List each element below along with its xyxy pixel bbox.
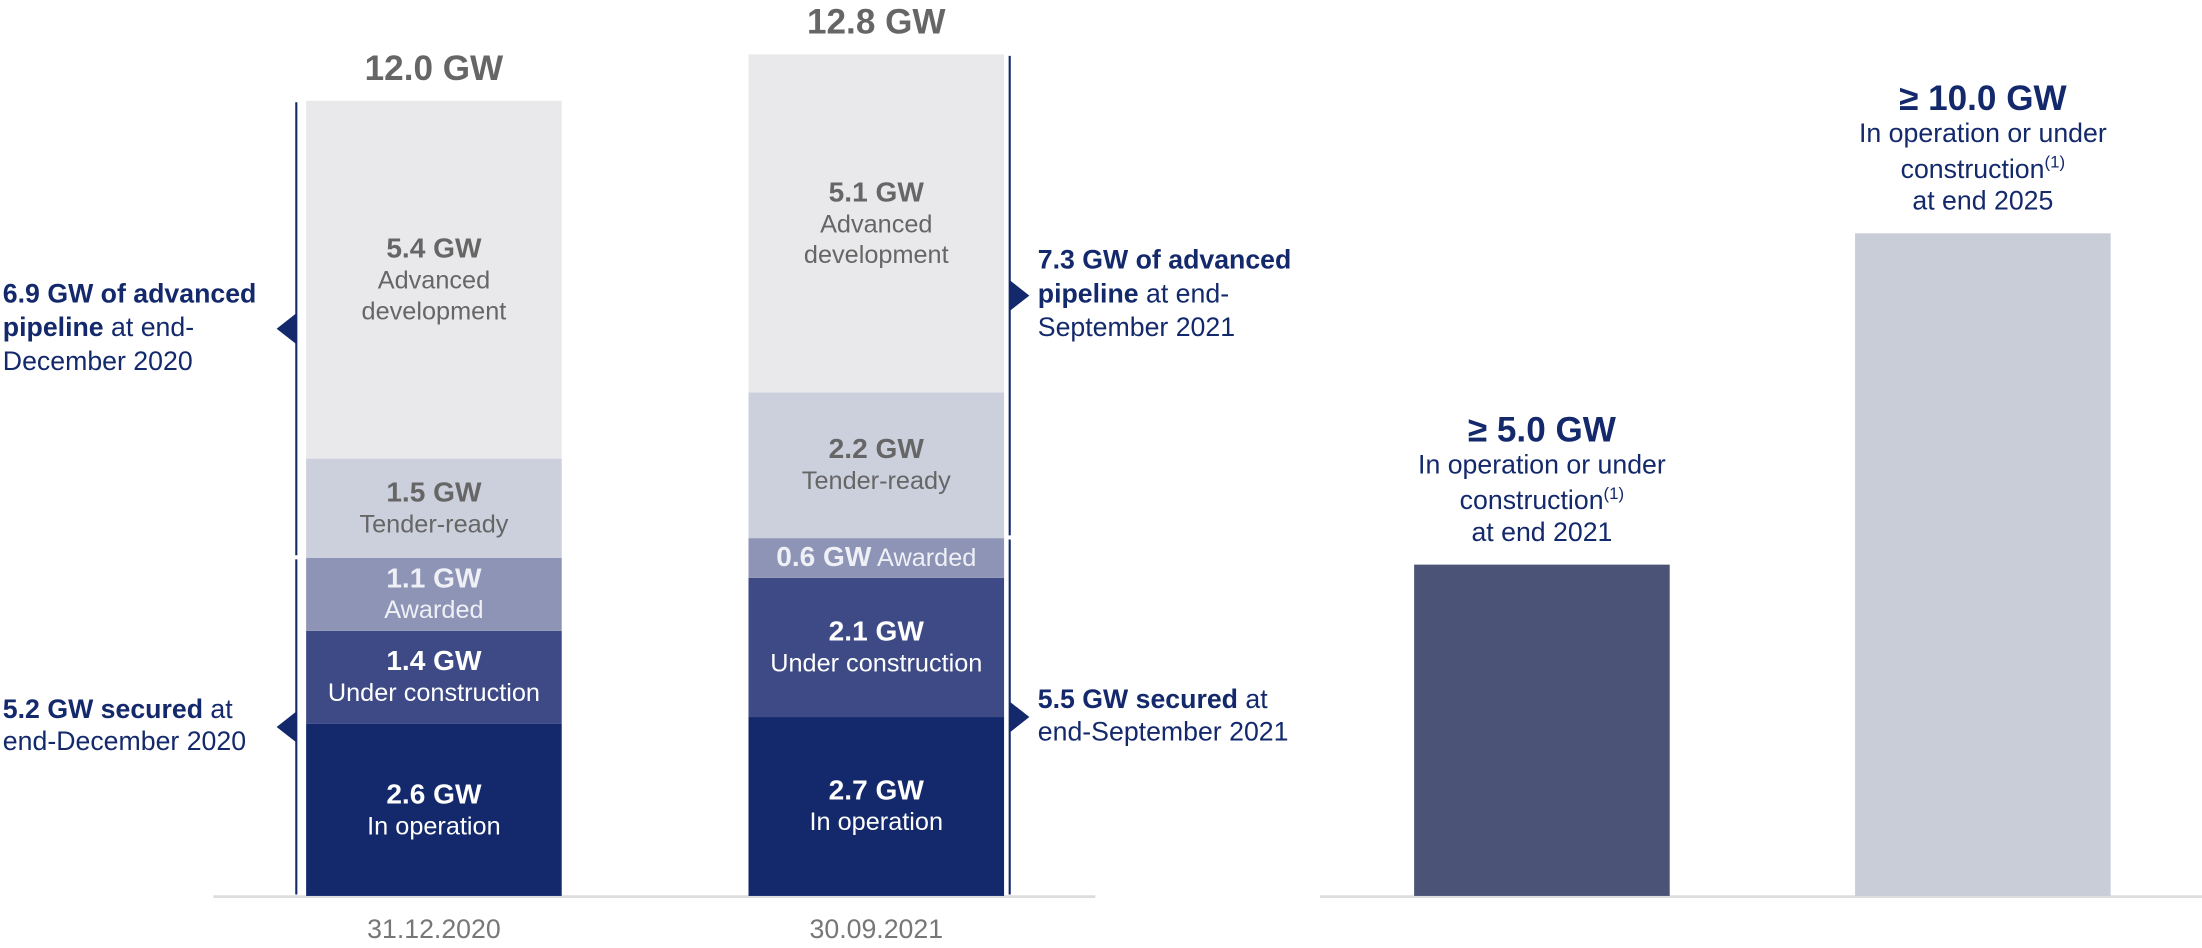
annotation-text: at end-September 2021 — [1037, 280, 1236, 344]
segment-name: Tender-ready — [801, 466, 951, 495]
annotation-bold: 6.9 GW of advanced pipeline — [2, 280, 257, 343]
segment-name: In operation — [809, 808, 944, 837]
segment-label: 1.1 GW Awarded — [306, 562, 562, 626]
target-text: In operation or under construction — [1418, 451, 1666, 517]
bar-segment — [306, 630, 562, 724]
x-tick-label: 31.12.2020 — [367, 915, 501, 946]
annotation: 5.5 GW secured at end-September 2021 — [1038, 684, 1326, 751]
segment-value: 1.5 GW — [386, 477, 482, 509]
target-text: In operation or under construction — [1859, 119, 2107, 185]
bar-segment — [748, 717, 1005, 896]
segment-value: 2.6 GW — [386, 779, 482, 811]
annotation: 7.3 GW of advanced pipeline at end-Septe… — [1038, 246, 1326, 346]
segment-label: 1.4 GW Under construction — [306, 645, 562, 709]
segment-name: Under construction — [327, 678, 540, 708]
bar-segment — [306, 100, 562, 459]
segment-value: 5.1 GW — [828, 177, 924, 209]
segment-value: 5.4 GW — [386, 233, 482, 265]
segment-name: In operation — [367, 811, 501, 840]
segment-label: 2.6 GW In operation — [306, 778, 562, 842]
segment-label: 5.1 GW Advanced development — [748, 176, 1004, 270]
annotation-text: at end-December 2020 — [2, 695, 247, 758]
annotation: 6.9 GW of advanced pipeline at end-Decem… — [3, 279, 284, 379]
x-tick-label: 30.09.2021 — [809, 915, 944, 946]
target-value: ≥ 10.0 GW — [1899, 79, 2067, 119]
bracket-arrow — [276, 711, 297, 743]
segment-label: 2.2 GW Tender-ready — [748, 433, 1004, 497]
bracket-arrow — [1009, 280, 1030, 312]
bracket-arrow — [1009, 701, 1030, 733]
segment-value: 1.4 GW — [386, 646, 482, 678]
segment-name: Advanced development — [803, 209, 949, 269]
segment-name: Awarded — [877, 543, 977, 573]
annotation-bold: 7.3 GW of advanced pipeline — [1037, 246, 1292, 310]
annotation-text: at end-December 2020 — [2, 313, 195, 377]
bar-segment — [306, 723, 562, 896]
segment-label: 5.4 GW Advanced development — [306, 233, 562, 327]
segment-label: 1.5 GW Tender-ready — [306, 476, 562, 540]
annotation-text: at end-September 2021 — [1037, 685, 1289, 748]
segment-name: Awarded — [384, 596, 484, 625]
target-value: ≥ 5.0 GW — [1467, 410, 1616, 450]
target-label: ≥ 10.0 GW In operation or under construct… — [1828, 78, 2137, 233]
segment-value: 2.2 GW — [828, 434, 924, 466]
bar-segment — [748, 54, 1005, 393]
segment-name: Under construction — [770, 649, 983, 678]
segment-value: 2.1 GW — [828, 616, 924, 648]
target-label: ≥ 5.0 GW In operation or under constructi… — [1387, 409, 1696, 564]
segment-label: 2.1 GW Under construction — [748, 615, 1004, 679]
bar-segment — [748, 392, 1005, 539]
segment-value: 0.6 GW — [776, 542, 872, 574]
total-label: 12.0 GW — [364, 48, 504, 89]
segment-label: 0.6 GW Awarded — [748, 541, 1004, 575]
target-bar — [1855, 233, 2111, 896]
segment-name: Advanced development — [361, 266, 507, 325]
annotation-bold: 5.2 GW secured — [2, 695, 204, 725]
target-bar — [1414, 564, 1670, 896]
target-note: (1) — [2044, 151, 2066, 172]
segment-name: Tender-ready — [359, 509, 509, 539]
total-label: 12.8 GW — [807, 2, 946, 42]
bar-segment — [748, 577, 1005, 718]
bar-segment — [306, 558, 562, 631]
segment-value: 1.1 GW — [386, 563, 482, 595]
annotation-bold: 5.5 GW secured — [1037, 685, 1238, 715]
segment-label: 2.7 GW In operation — [748, 774, 1004, 838]
target-tail: at end 2021 — [1471, 518, 1613, 549]
target-tail: at end 2025 — [1912, 187, 2054, 217]
annotation: 5.2 GW secured at end-December 2020 — [3, 694, 284, 761]
bracket-arrow — [276, 313, 297, 345]
bar-segment — [306, 458, 562, 559]
target-note: (1) — [1603, 483, 1625, 503]
bar-segment — [748, 538, 1005, 578]
segment-value: 2.7 GW — [828, 775, 924, 807]
